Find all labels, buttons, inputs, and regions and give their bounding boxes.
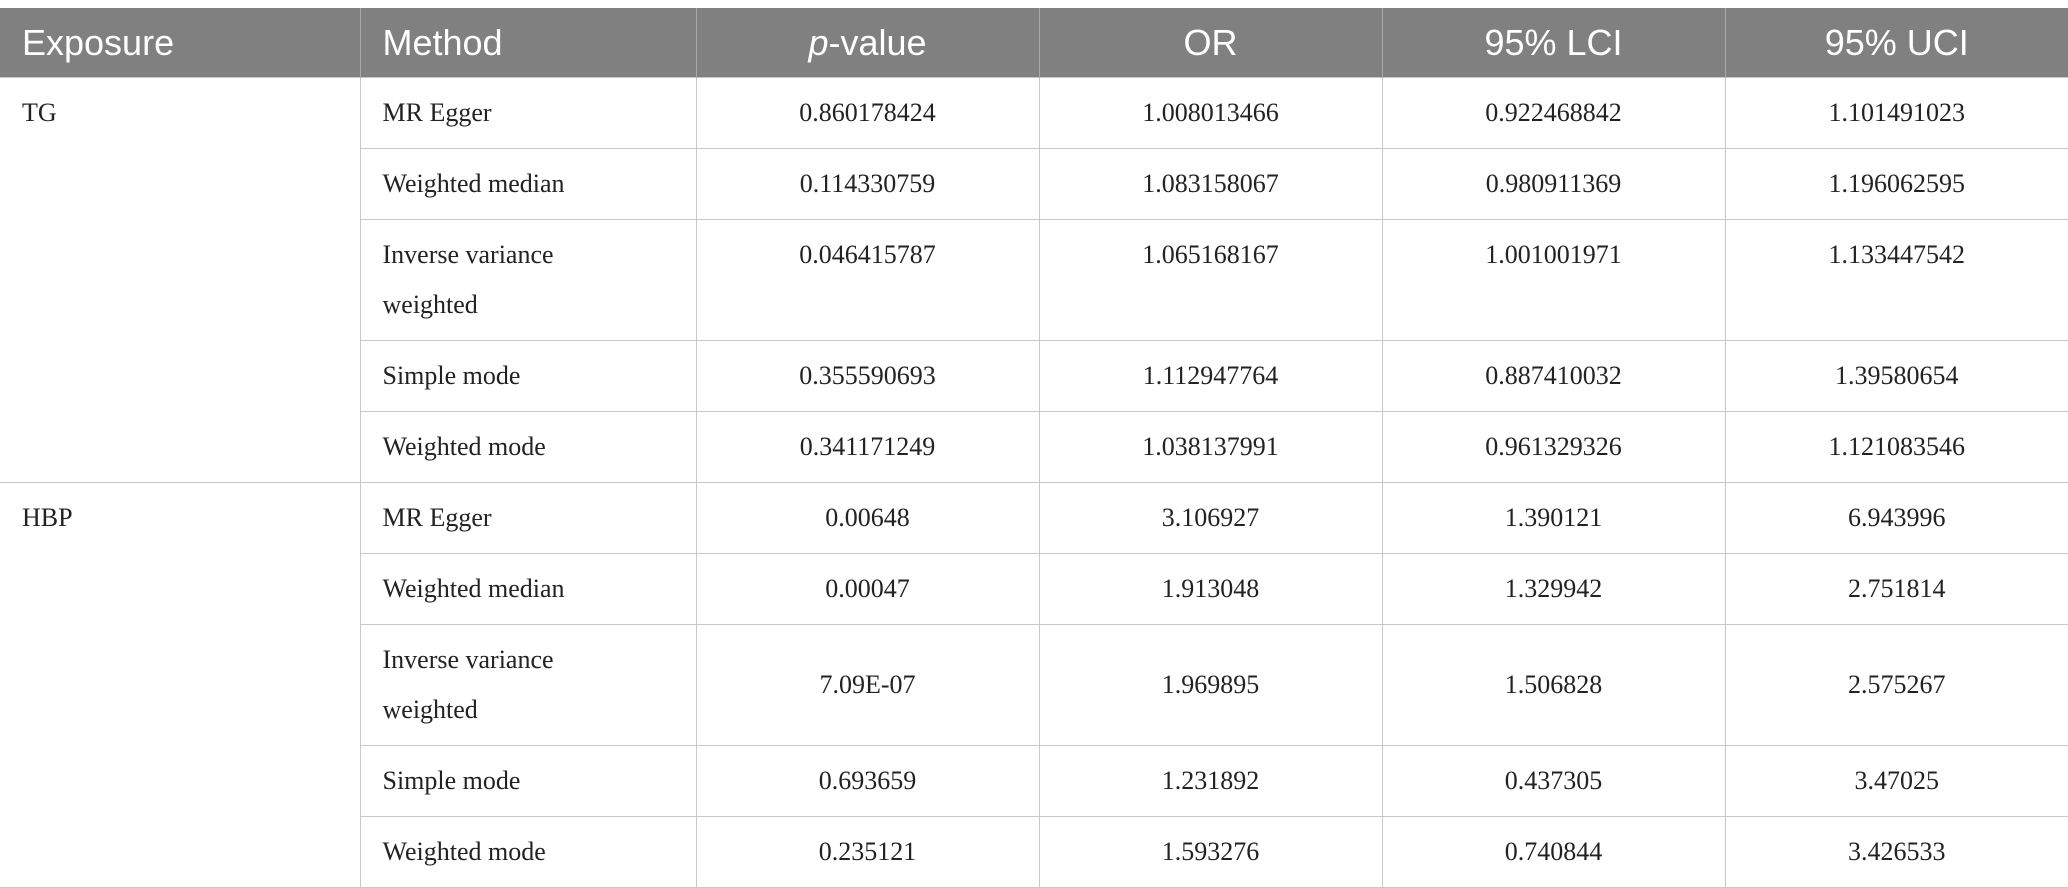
uci-cell: 3.426533 xyxy=(1724,816,2068,888)
lci-cell: 1.506828 xyxy=(1381,624,1726,746)
col-header-lci: 95% LCI xyxy=(1382,8,1726,78)
lci-cell: 1.001001971 xyxy=(1381,219,1726,341)
exposure-cell: TG xyxy=(0,77,361,483)
pvalue-cell: 0.046415787 xyxy=(695,219,1040,341)
method-cell: Weighted median xyxy=(359,553,697,625)
table-row: Simple mode 0.355590693 1.112947764 0.88… xyxy=(0,340,2068,412)
lci-cell: 0.437305 xyxy=(1381,745,1726,817)
or-cell: 1.008013466 xyxy=(1038,77,1383,149)
method-cell: Simple mode xyxy=(359,340,697,412)
method-cell: Weighted mode xyxy=(359,411,697,483)
or-cell: 1.231892 xyxy=(1038,745,1383,817)
col-header-pvalue-p: p xyxy=(808,21,829,63)
or-cell: 1.112947764 xyxy=(1038,340,1383,412)
or-cell: 1.969895 xyxy=(1038,624,1383,746)
uci-cell: 1.39580654 xyxy=(1724,340,2068,412)
or-cell: 1.038137991 xyxy=(1038,411,1383,483)
uci-cell: 1.121083546 xyxy=(1724,411,2068,483)
uci-cell: 6.943996 xyxy=(1724,482,2068,554)
or-cell: 1.083158067 xyxy=(1038,148,1383,220)
pvalue-cell: 0.235121 xyxy=(695,816,1040,888)
table-row: Simple mode 0.693659 1.231892 0.437305 3… xyxy=(0,745,2068,817)
uci-cell: 2.575267 xyxy=(1724,624,2068,746)
lci-cell: 0.887410032 xyxy=(1381,340,1726,412)
lci-cell: 0.961329326 xyxy=(1381,411,1726,483)
uci-cell: 1.196062595 xyxy=(1724,148,2068,220)
header-row: Exposure Method p-value OR 95% LCI 95% U… xyxy=(0,8,2068,78)
col-header-or: OR xyxy=(1039,8,1383,78)
table-row: Inverse variance weighted 7.09E-07 1.969… xyxy=(0,624,2068,746)
pvalue-cell: 0.341171249 xyxy=(695,411,1040,483)
method-cell: Simple mode xyxy=(359,745,697,817)
or-cell: 1.065168167 xyxy=(1038,219,1383,341)
pvalue-cell: 7.09E-07 xyxy=(695,624,1040,746)
pvalue-cell: 0.355590693 xyxy=(695,340,1040,412)
lci-cell: 0.740844 xyxy=(1381,816,1726,888)
or-cell: 1.913048 xyxy=(1038,553,1383,625)
method-cell: Weighted mode xyxy=(359,816,697,888)
col-header-exposure: Exposure xyxy=(0,8,361,78)
pvalue-cell: 0.693659 xyxy=(695,745,1040,817)
col-header-pvalue: p-value xyxy=(696,8,1040,78)
results-table: Exposure Method p-value OR 95% LCI 95% U… xyxy=(0,8,2068,888)
col-header-uci: 95% UCI xyxy=(1725,8,2068,78)
pvalue-cell: 0.00047 xyxy=(695,553,1040,625)
lci-cell: 1.329942 xyxy=(1381,553,1726,625)
uci-cell: 1.133447542 xyxy=(1724,219,2068,341)
method-cell: Weighted median xyxy=(359,148,697,220)
lci-cell: 0.980911369 xyxy=(1381,148,1726,220)
pvalue-cell: 0.114330759 xyxy=(695,148,1040,220)
method-cell: Inverse variance weighted xyxy=(359,219,697,341)
or-cell: 3.106927 xyxy=(1038,482,1383,554)
exposure-cell: HBP xyxy=(0,482,361,888)
uci-cell: 2.751814 xyxy=(1724,553,2068,625)
method-cell: MR Egger xyxy=(359,77,697,149)
method-cell: MR Egger xyxy=(359,482,697,554)
table-row: Weighted mode 0.341171249 1.038137991 0.… xyxy=(0,411,2068,483)
or-cell: 1.593276 xyxy=(1038,816,1383,888)
col-header-pvalue-suffix: -value xyxy=(828,21,927,63)
uci-cell: 1.101491023 xyxy=(1724,77,2068,149)
method-cell: Inverse variance weighted xyxy=(359,624,697,746)
pvalue-cell: 0.860178424 xyxy=(695,77,1040,149)
lci-cell: 0.922468842 xyxy=(1381,77,1726,149)
table-row: Inverse variance weighted 0.046415787 1.… xyxy=(0,219,2068,341)
uci-cell: 3.47025 xyxy=(1724,745,2068,817)
lci-cell: 1.390121 xyxy=(1381,482,1726,554)
table-row: HBP MR Egger 0.00648 3.106927 1.390121 6… xyxy=(0,482,2068,888)
table-row: Weighted median 0.00047 1.913048 1.32994… xyxy=(0,553,2068,625)
col-header-method: Method xyxy=(360,8,697,78)
table-row: TG MR Egger 0.860178424 1.008013466 0.92… xyxy=(0,77,2068,483)
pvalue-cell: 0.00648 xyxy=(695,482,1040,554)
